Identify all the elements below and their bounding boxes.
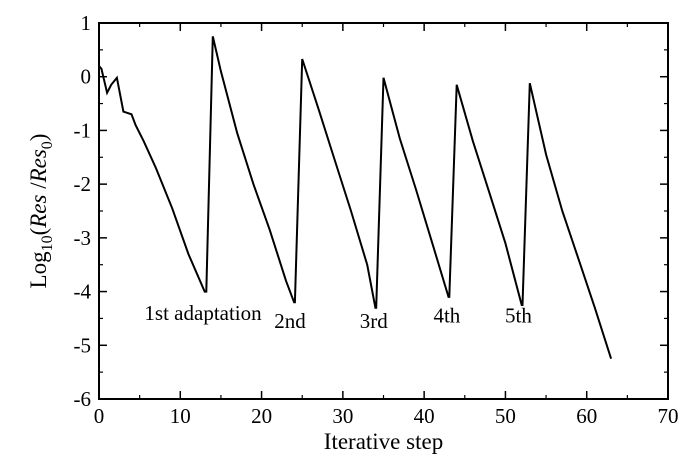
adaptation-annotation: 3rd	[360, 309, 388, 333]
adaptation-annotation: 5th	[505, 304, 532, 328]
x-tick-label: 10	[170, 404, 191, 428]
y-label-prefix: Log	[26, 251, 51, 289]
y-tick-label: -6	[74, 387, 92, 411]
y-tick-label: -5	[74, 333, 92, 357]
plot-frame	[98, 22, 669, 400]
y-tick-label: -3	[74, 226, 92, 250]
x-tick-label: 50	[495, 404, 516, 428]
y-label-denominator-subscript: 0	[39, 141, 56, 149]
adaptation-annotation: 1st adaptation	[144, 301, 262, 325]
y-label-numerator: Res	[26, 195, 51, 229]
y-tick-label: 0	[81, 65, 92, 89]
y-label-denominator: Res	[26, 149, 51, 183]
y-label-open-paren: (	[26, 228, 51, 236]
series-layer	[98, 36, 613, 360]
x-tick-label: 40	[414, 404, 435, 428]
x-tick-label: 60	[576, 404, 597, 428]
x-tick-label: 0	[94, 404, 105, 428]
adaptation-annotation: 2nd	[274, 309, 306, 333]
x-axis-label: Iterative step	[324, 429, 443, 454]
residual-series-line	[98, 36, 613, 360]
y-tick-labels: 1 0 -1 -2 -3 -4 -5 -6	[74, 11, 92, 411]
x-tick-labels: 0 10 20 30 40 50 60 70	[94, 404, 679, 428]
y-axis-label: Log10(Res /Res0)	[26, 134, 56, 289]
annotations: 1st adaptation 2nd 3rd 4th 5th	[144, 301, 532, 333]
y-tick-label: 1	[81, 11, 92, 35]
y-label-close-paren: )	[26, 134, 51, 142]
y-tick-label: -2	[74, 172, 92, 196]
x-tick-label: 30	[332, 404, 353, 428]
x-tick-label: 70	[658, 404, 679, 428]
y-label-slash: /	[26, 182, 51, 195]
y-tick-label: -4	[74, 280, 92, 304]
y-label-subscript: 10	[39, 235, 56, 251]
adaptation-annotation: 4th	[433, 304, 460, 328]
y-tick-label: -1	[74, 118, 92, 142]
x-tick-label: 20	[251, 404, 272, 428]
